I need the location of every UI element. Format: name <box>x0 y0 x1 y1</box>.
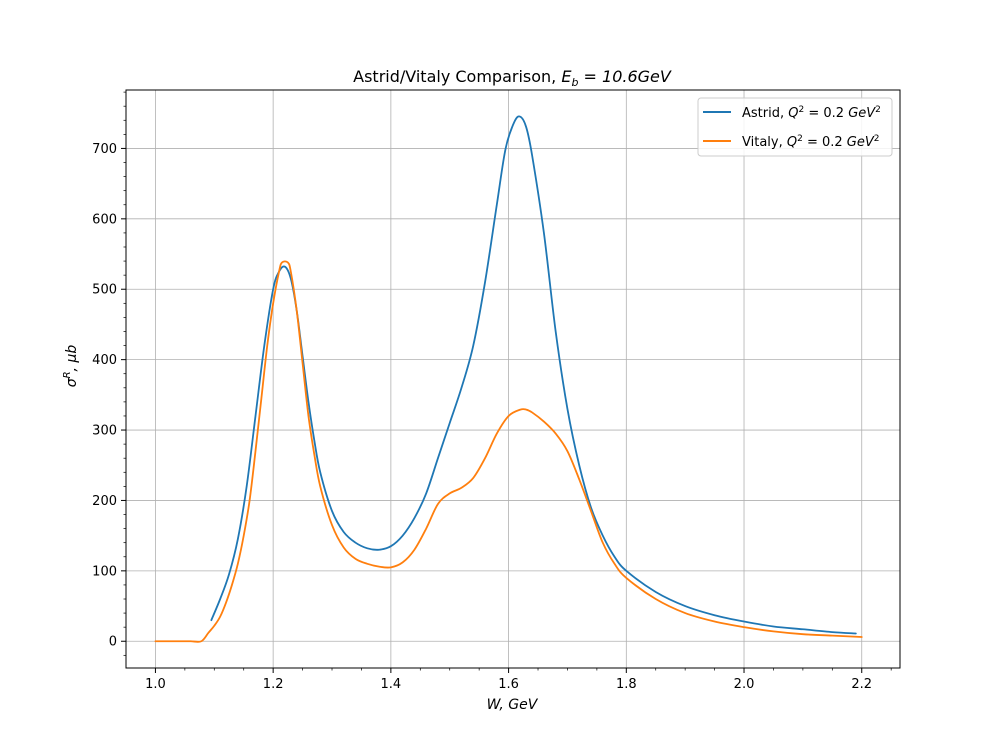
y-label-suffix: , μb <box>64 345 80 372</box>
x-axis-label: W, GeV <box>487 697 539 713</box>
legend-box <box>697 97 893 157</box>
legend-vitaly-prefix: Vitaly, <box>742 135 787 150</box>
series-line-vitaly <box>154 260 863 643</box>
y-tick-label: 400 <box>92 353 117 368</box>
y-tick-label: 100 <box>92 564 117 579</box>
x-tick-label: 1.2 <box>263 677 284 692</box>
x-tick-label: 2.2 <box>851 677 872 692</box>
y-tick-label: 500 <box>92 283 117 298</box>
x-tick-label: 1.4 <box>381 677 402 692</box>
legend-astrid-prefix: Astrid, <box>742 106 788 121</box>
series-layer <box>154 115 863 643</box>
legend-vitaly-unit: GeV <box>847 135 875 150</box>
x-axis: 1.0 1.2 1.4 1.6 1.8 2.0 2.2 <box>145 668 892 692</box>
x-tick-label: 2.0 <box>734 677 755 692</box>
y-tick-label: 0 <box>109 635 117 650</box>
legend: Astrid, Q2 = 0.2 GeV2 Vitaly, Q2 = 0.2 G… <box>697 97 893 157</box>
title-var: E <box>561 67 572 86</box>
legend-astrid-unit: GeV <box>848 106 876 121</box>
legend-vitaly-var: Q <box>787 135 797 150</box>
y-tick-label: 600 <box>92 212 117 227</box>
legend-astrid-mid: = 0.2 <box>804 106 848 121</box>
plot-frame <box>125 89 901 669</box>
y-tick-label: 300 <box>92 424 117 439</box>
legend-astrid-var: Q <box>788 106 798 121</box>
y-label-var: σ <box>64 377 80 387</box>
title-suffix: = 10.6GeV <box>578 67 671 86</box>
series-line-astrid <box>210 115 857 635</box>
y-axis: 0 100 200 300 400 500 600 700 <box>92 91 126 656</box>
y-axis-label: σR, μb <box>62 345 80 388</box>
chart-title: Astrid/Vitaly Comparison, Eb = 10.6GeV <box>353 67 672 89</box>
legend-astrid-unit-sup: 2 <box>875 105 881 115</box>
x-tick-label: 1.8 <box>616 677 637 692</box>
title-prefix: Astrid/Vitaly Comparison, <box>353 67 561 86</box>
title-sub: b <box>571 76 578 89</box>
x-tick-label: 1.6 <box>498 677 519 692</box>
legend-label-astrid: Astrid, Q2 = 0.2 GeV2 <box>742 105 881 121</box>
y-label-sup: R <box>62 371 73 378</box>
x-tick-label: 1.0 <box>145 677 166 692</box>
legend-label-vitaly: Vitaly, Q2 = 0.2 GeV2 <box>742 134 880 150</box>
grid-lines <box>126 90 900 668</box>
legend-vitaly-mid: = 0.2 <box>803 135 847 150</box>
y-tick-label: 200 <box>92 494 117 509</box>
legend-astrid-sup: 2 <box>798 105 804 115</box>
legend-vitaly-sup: 2 <box>797 134 803 144</box>
y-tick-label: 700 <box>92 142 117 157</box>
legend-vitaly-unit-sup: 2 <box>874 134 880 144</box>
